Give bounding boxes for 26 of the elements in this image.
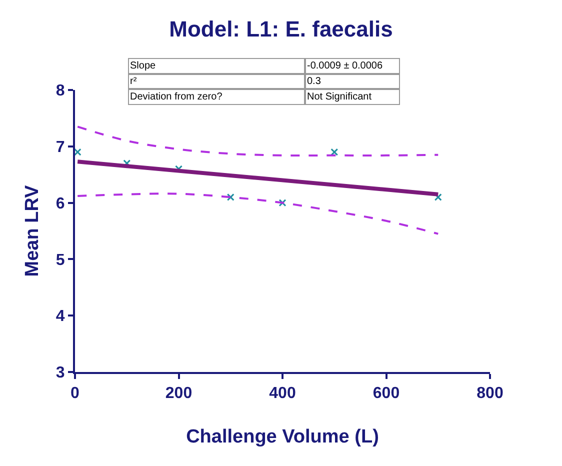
x-tick-label: 400 [269, 385, 296, 402]
chart-title: Model: L1: E. faecalis [169, 16, 393, 42]
y-tick-label: 6 [56, 195, 65, 212]
x-tick-label: 200 [165, 385, 192, 402]
y-tick-label: 3 [56, 364, 65, 382]
y-tick-label: 7 [56, 139, 65, 156]
annotation: Not Significant [307, 92, 372, 102]
x-tick-label: 0 [70, 385, 80, 402]
y-tick-label: 8 [56, 82, 65, 100]
y-tick-label: 4 [56, 308, 65, 326]
text: 0.3 [307, 76, 322, 87]
line-series [76, 192, 440, 235]
text: Slope [130, 60, 156, 72]
point [278, 199, 286, 207]
text: -0.0009 ± 0.0006 [307, 60, 383, 72]
y-axis-title: Mean LRV [22, 184, 44, 277]
point [75, 148, 82, 156]
line-series [76, 126, 440, 157]
y-tick-label: 5 [56, 252, 65, 269]
x-axis-title: Challenge Volume (L) [186, 426, 379, 448]
x-tick-label: 800 [476, 385, 504, 402]
point [330, 148, 338, 156]
annotation: Deviation from zero? [130, 92, 223, 102]
x-tick-label: 600 [372, 385, 400, 402]
point [226, 193, 234, 201]
text: r² [130, 76, 138, 87]
